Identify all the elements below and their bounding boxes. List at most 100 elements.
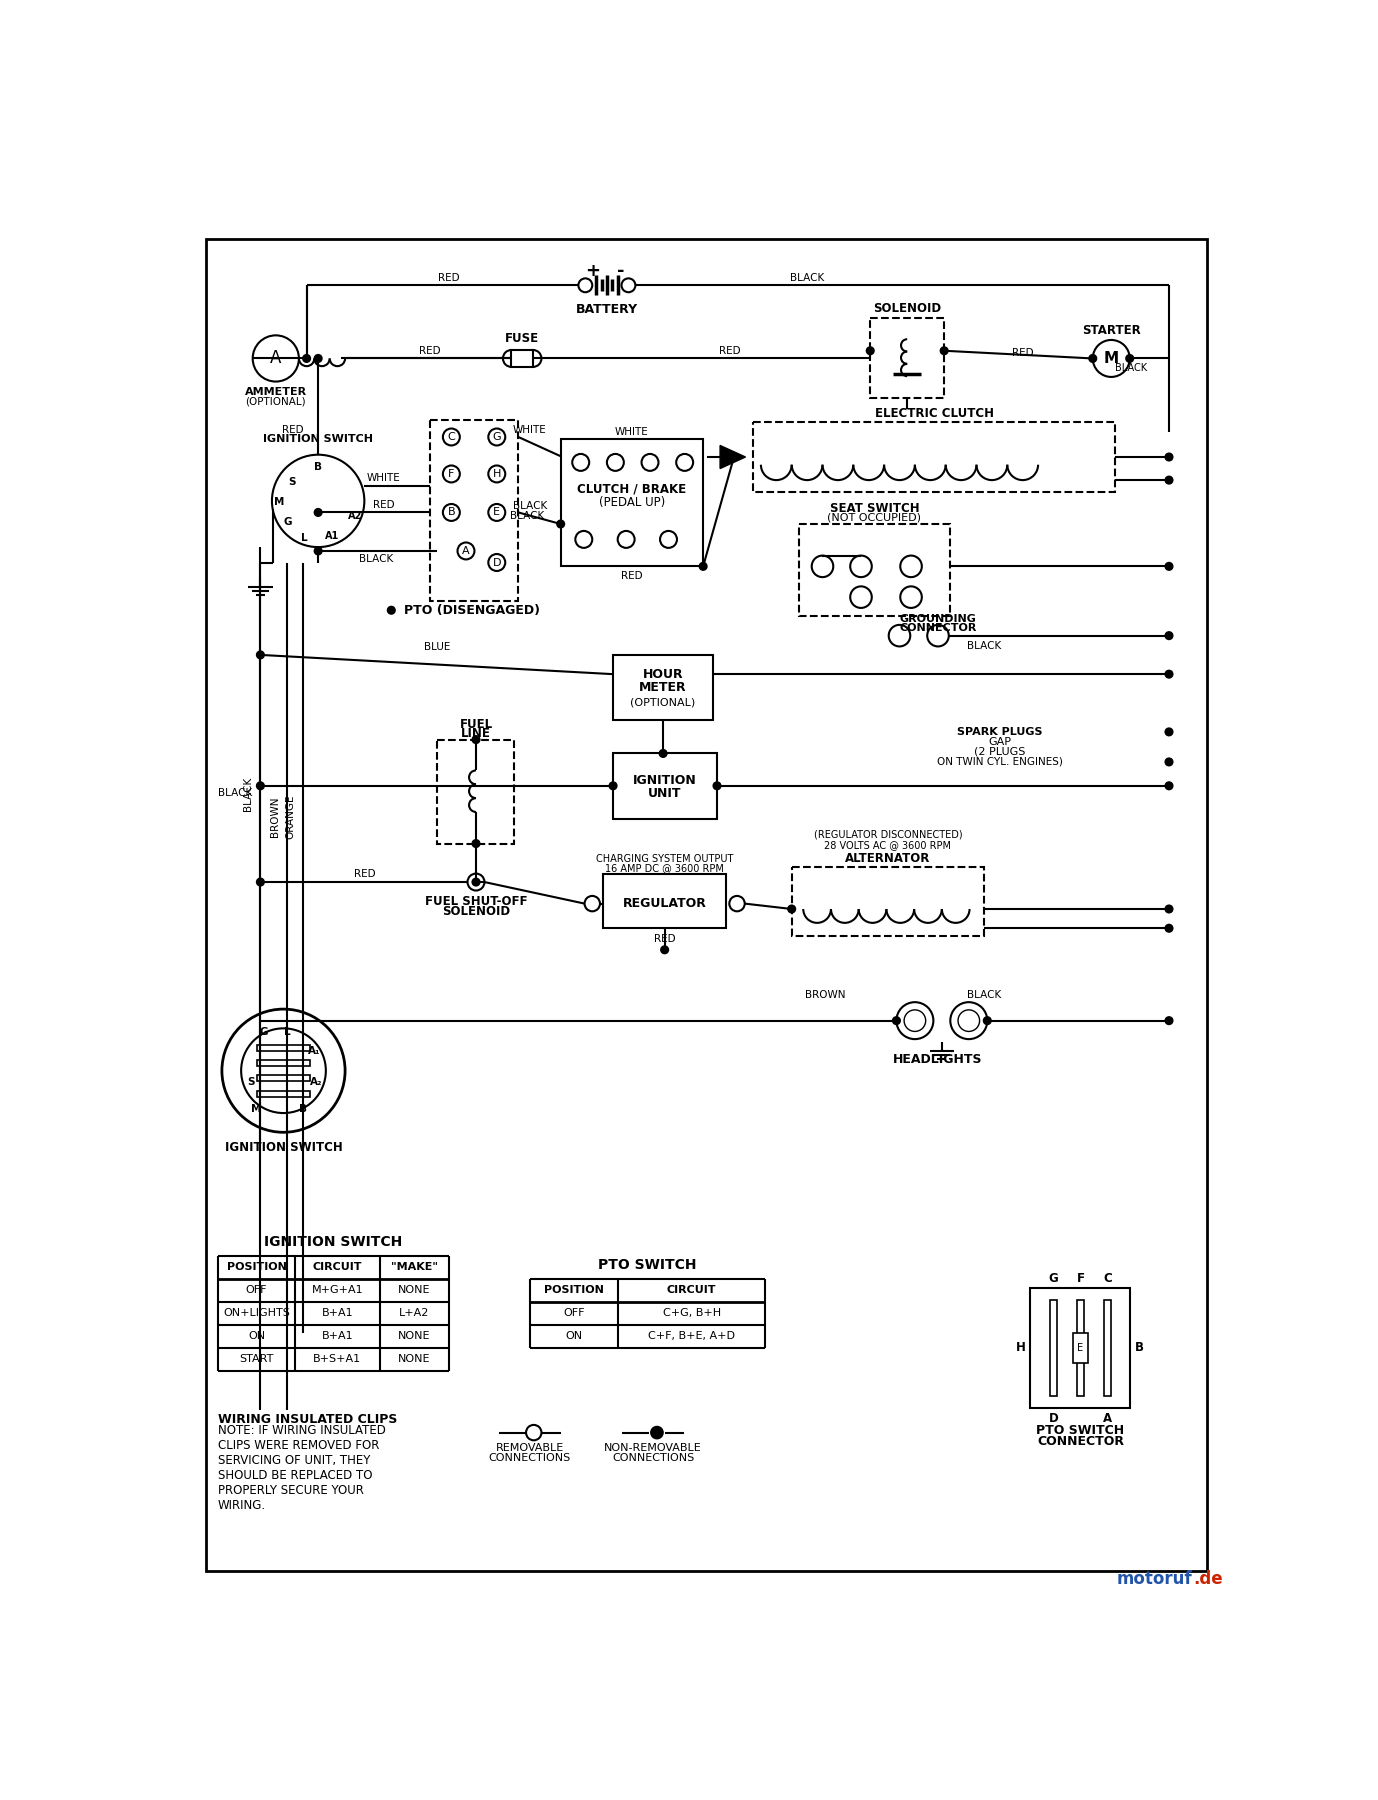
Text: PTO SWITCH: PTO SWITCH — [1036, 1424, 1124, 1436]
Text: B: B — [1135, 1341, 1144, 1354]
Text: BROWN: BROWN — [805, 990, 846, 1001]
Text: B: B — [314, 463, 322, 472]
Circle shape — [927, 625, 949, 646]
Text: RED: RED — [653, 934, 675, 943]
Bar — [613, 655, 714, 720]
Text: (2 PLUGS: (2 PLUGS — [974, 747, 1025, 758]
Text: NONE: NONE — [398, 1332, 431, 1341]
Text: BATTERY: BATTERY — [576, 304, 638, 317]
Text: BLACK: BLACK — [243, 776, 252, 810]
Text: CLUTCH / BRAKE: CLUTCH / BRAKE — [577, 482, 686, 495]
Text: CIRCUIT: CIRCUIT — [667, 1285, 717, 1296]
Text: +: + — [586, 263, 601, 281]
Circle shape — [812, 556, 834, 578]
Circle shape — [572, 454, 590, 472]
Circle shape — [617, 531, 635, 547]
Text: REMOVABLE: REMOVABLE — [496, 1444, 564, 1453]
Text: HEADLIGHTS: HEADLIGHTS — [893, 1053, 983, 1066]
Text: UNIT: UNIT — [648, 787, 682, 799]
Bar — [799, 524, 949, 616]
Circle shape — [576, 531, 593, 547]
Circle shape — [714, 781, 721, 790]
Text: .de: .de — [1193, 1570, 1222, 1588]
Text: L: L — [284, 1028, 291, 1037]
Text: RED: RED — [282, 425, 303, 436]
Circle shape — [850, 587, 872, 608]
Circle shape — [1166, 727, 1173, 736]
Circle shape — [488, 554, 506, 571]
Text: WIRING INSULATED CLIPS: WIRING INSULATED CLIPS — [218, 1413, 397, 1426]
Circle shape — [584, 896, 599, 911]
Circle shape — [1166, 758, 1173, 765]
Circle shape — [503, 349, 520, 367]
Circle shape — [659, 749, 667, 758]
Text: PTO SWITCH: PTO SWITCH — [598, 1258, 696, 1273]
Text: BLACK: BLACK — [1115, 362, 1148, 373]
Bar — [256, 1060, 310, 1066]
Text: A: A — [270, 349, 281, 367]
Text: C: C — [448, 432, 455, 443]
Text: 16 AMP DC @ 3600 RPM: 16 AMP DC @ 3600 RPM — [605, 864, 723, 873]
Circle shape — [677, 454, 693, 472]
Circle shape — [256, 781, 265, 790]
Circle shape — [442, 504, 460, 520]
Circle shape — [252, 335, 299, 382]
Text: 28 VOLTS AC @ 3600 RPM: 28 VOLTS AC @ 3600 RPM — [824, 841, 951, 850]
Text: C+F, B+E, A+D: C+F, B+E, A+D — [648, 1332, 734, 1341]
Text: B+A1: B+A1 — [321, 1332, 353, 1341]
Circle shape — [387, 607, 395, 614]
Text: RED: RED — [354, 869, 375, 880]
Text: A2: A2 — [349, 511, 362, 522]
Bar — [256, 1075, 310, 1082]
Text: IGNITION SWITCH: IGNITION SWITCH — [225, 1141, 342, 1154]
Text: ON: ON — [565, 1332, 583, 1341]
Text: D: D — [1049, 1411, 1058, 1426]
Circle shape — [473, 736, 480, 743]
Text: GAP: GAP — [988, 736, 1011, 747]
Text: ORANGE: ORANGE — [285, 794, 295, 839]
Circle shape — [442, 466, 460, 482]
Circle shape — [606, 454, 624, 472]
Text: -: - — [617, 263, 624, 281]
Text: IGNITION: IGNITION — [633, 774, 697, 787]
Text: A₁: A₁ — [309, 1046, 321, 1057]
Circle shape — [900, 587, 922, 608]
Text: GROUNDING: GROUNDING — [900, 614, 977, 625]
Circle shape — [889, 625, 911, 646]
Bar — [1050, 1300, 1057, 1397]
Text: BLUE: BLUE — [424, 643, 451, 652]
Text: START: START — [240, 1354, 274, 1364]
Circle shape — [314, 509, 322, 517]
Circle shape — [958, 1010, 980, 1031]
Text: G: G — [260, 1028, 269, 1037]
Circle shape — [473, 878, 480, 886]
Circle shape — [473, 839, 480, 848]
Bar — [511, 349, 533, 367]
Text: ON TWIN CYL. ENGINES): ON TWIN CYL. ENGINES) — [937, 758, 1062, 767]
Circle shape — [621, 279, 635, 292]
Text: CONNECTIONS: CONNECTIONS — [612, 1453, 695, 1463]
Text: (PEDAL UP): (PEDAL UP) — [599, 497, 666, 509]
Text: G: G — [492, 432, 502, 443]
Circle shape — [900, 556, 922, 578]
Text: OFF: OFF — [245, 1285, 267, 1296]
Text: S: S — [248, 1076, 255, 1087]
Circle shape — [850, 556, 872, 578]
Bar — [604, 875, 726, 929]
Text: WHITE: WHITE — [615, 427, 649, 437]
Text: NONE: NONE — [398, 1285, 431, 1296]
Circle shape — [488, 504, 506, 520]
Text: WHITE: WHITE — [513, 425, 547, 436]
Text: S: S — [288, 477, 296, 488]
Circle shape — [488, 466, 506, 482]
Polygon shape — [721, 445, 745, 468]
Circle shape — [271, 455, 364, 547]
Text: RED: RED — [719, 346, 741, 356]
Text: WHITE: WHITE — [367, 473, 401, 482]
Text: RED: RED — [373, 500, 394, 509]
Text: B+A1: B+A1 — [321, 1309, 353, 1318]
Bar — [256, 1091, 310, 1096]
Bar — [256, 1044, 310, 1051]
Text: M: M — [1104, 351, 1119, 365]
Text: F: F — [448, 470, 455, 479]
